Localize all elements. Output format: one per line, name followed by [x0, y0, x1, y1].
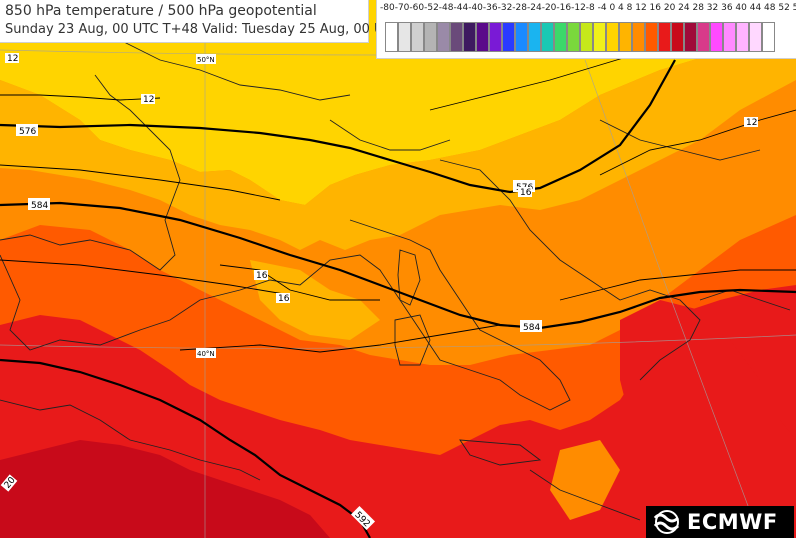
- field-dark-red: [0, 440, 330, 538]
- map-title-box: 850 hPa temperature / 500 hPa geopotenti…: [0, 0, 400, 43]
- legend-swatch: [723, 22, 736, 52]
- legend-swatch: [450, 22, 463, 52]
- ecmwf-logo: ECMWF: [646, 506, 794, 538]
- legend-swatch: [606, 22, 619, 52]
- svg-text:12: 12: [7, 54, 18, 64]
- field-red-east: [620, 300, 796, 538]
- svg-text:12: 12: [143, 95, 154, 105]
- label-t12-c: 12: [744, 117, 758, 128]
- map-title: 850 hPa temperature / 500 hPa geopotenti…: [5, 3, 317, 19]
- legend-swatch: [762, 22, 775, 52]
- label-t16-b: 16: [276, 293, 290, 304]
- legend-swatch: [736, 22, 749, 52]
- field-orange-patch-south: [550, 440, 620, 520]
- label-584-east: 584: [520, 320, 542, 333]
- coastlines: [0, 39, 791, 521]
- legend-swatch: [489, 22, 502, 52]
- svg-text:576: 576: [19, 127, 36, 137]
- legend-swatch: [424, 22, 437, 52]
- legend-swatch: [593, 22, 606, 52]
- svg-text:50°N: 50°N: [197, 56, 215, 64]
- legend-swatch: [502, 22, 515, 52]
- legend-swatch: [437, 22, 450, 52]
- legend-swatch: [528, 22, 541, 52]
- label-584-west: 584: [28, 198, 50, 211]
- svg-text:16: 16: [520, 188, 532, 198]
- svg-text:40°N: 40°N: [197, 350, 215, 358]
- legend-swatch: [671, 22, 684, 52]
- label-lat-40: 40°N: [196, 348, 216, 358]
- legend-swatch: [398, 22, 411, 52]
- svg-text:12: 12: [746, 118, 757, 128]
- legend-swatch: [554, 22, 567, 52]
- label-lat-50: 50°N: [196, 54, 216, 64]
- svg-text:584: 584: [31, 201, 48, 211]
- svg-text:16: 16: [256, 271, 268, 281]
- svg-text:584: 584: [523, 323, 540, 333]
- temperature-contours: [0, 49, 796, 353]
- map-subtitle: Sunday 23 Aug, 00 UTC T+48 Valid: Tuesda…: [5, 22, 400, 37]
- field-light-orange: [0, 58, 796, 250]
- legend-swatches: [385, 22, 775, 52]
- legend-swatch: [658, 22, 671, 52]
- legend-swatch: [476, 22, 489, 52]
- field-light-orange-patch: [250, 260, 380, 340]
- legend-swatch: [710, 22, 723, 52]
- color-legend: -80-70-60-52-48-44-40-36-32-28-24-20-16-…: [376, 0, 796, 59]
- svg-text:16: 16: [278, 294, 290, 304]
- legend-swatch: [541, 22, 554, 52]
- label-576-west: 576: [16, 124, 38, 137]
- legend-swatch: [463, 22, 476, 52]
- label-t16-a: 16: [254, 270, 268, 281]
- legend-swatch: [619, 22, 632, 52]
- ecmwf-logo-icon: [653, 510, 680, 534]
- legend-swatch: [411, 22, 424, 52]
- legend-labels: -80-70-60-52-48-44-40-36-32-28-24-20-16-…: [380, 3, 796, 13]
- legend-swatch: [697, 22, 710, 52]
- legend-swatch: [515, 22, 528, 52]
- geopotential-contours: [0, 59, 796, 538]
- ecmwf-logo-text: ECMWF: [687, 510, 778, 534]
- legend-swatch: [580, 22, 593, 52]
- label-t16-c: 16: [518, 187, 532, 198]
- legend-swatch: [684, 22, 697, 52]
- legend-swatch: [632, 22, 645, 52]
- legend-swatch: [567, 22, 580, 52]
- label-t12-b: 12: [141, 94, 155, 105]
- legend-swatch: [385, 22, 398, 52]
- legend-swatch: [645, 22, 658, 52]
- legend-swatch: [749, 22, 762, 52]
- label-t12-a: 12: [5, 53, 19, 64]
